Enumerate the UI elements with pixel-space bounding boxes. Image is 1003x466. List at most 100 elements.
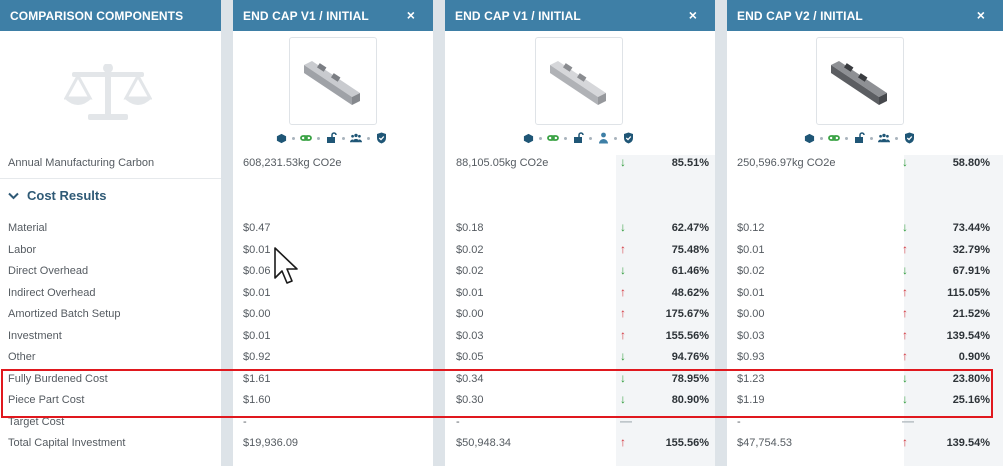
row-pct-2: 78.95%	[671, 373, 709, 385]
row-value-2: $0.02	[456, 265, 484, 277]
arrow-down-icon: ↓	[902, 392, 908, 406]
column-3-title: END CAP V2 / INITIAL	[737, 8, 863, 23]
row-value-2: $0.05	[456, 351, 484, 363]
close-column-2-button[interactable]: ×	[688, 7, 697, 23]
row-pct-3: 25.16%	[952, 394, 990, 406]
carbon-value-3: 250,596.97kg CO2e	[737, 157, 836, 169]
comparison-column-3: END CAP V2 / INITIAL ×	[727, 0, 1003, 466]
row-value-3: $47,754.53	[737, 437, 793, 449]
row-value-1: $0.06	[243, 265, 271, 277]
comparison-components-header: COMPARISON COMPONENTS	[0, 0, 221, 31]
row-value-3: $0.01	[737, 287, 765, 299]
column-1-header: END CAP V1 / INITIAL ×	[233, 0, 433, 31]
row-value-2: $0.00	[456, 308, 484, 320]
divider	[0, 178, 221, 179]
user-icon	[597, 132, 609, 144]
link-icon	[828, 132, 840, 144]
row-label: Fully Burdened Cost	[8, 373, 108, 385]
part-thumbnail[interactable]	[289, 37, 377, 125]
link-icon	[547, 132, 559, 144]
row-pct-3: 139.54%	[946, 330, 990, 342]
arrow-down-icon: ↓	[620, 220, 626, 234]
mouse-cursor-icon	[274, 247, 298, 284]
column-3-status-icons	[803, 132, 915, 144]
cube-icon	[522, 132, 534, 144]
column-3-diff-band	[904, 155, 1003, 466]
cube-icon	[803, 132, 815, 144]
arrow-up-icon: ↑	[620, 285, 626, 299]
row-value-3: $0.93	[737, 351, 765, 363]
arrow-down-icon: ↓	[620, 392, 626, 406]
row-value-1: $0.47	[243, 222, 271, 234]
unlock-icon	[325, 132, 337, 144]
part-thumbnail[interactable]	[816, 37, 904, 125]
close-column-1-button[interactable]: ×	[406, 7, 415, 23]
row-value-2: $0.18	[456, 222, 484, 234]
row-pct-2: 61.46%	[671, 265, 709, 277]
shield-check-icon	[375, 132, 387, 144]
arrow-up-icon: ↑	[620, 435, 626, 449]
row-pct-2: 94.76%	[671, 351, 709, 363]
row-value-1: $0.01	[243, 244, 271, 256]
arrow-down-icon: ↓	[902, 155, 908, 169]
end-cap-part-image	[304, 61, 360, 105]
row-value-2: -	[456, 416, 460, 428]
row-value-1: $0.00	[243, 308, 271, 320]
row-label: Amortized Batch Setup	[8, 308, 121, 320]
users-icon	[878, 132, 890, 144]
row-label: Target Cost	[8, 416, 65, 428]
row-value-1: -	[243, 416, 247, 428]
row-label: Direct Overhead	[8, 265, 89, 277]
column-2-status-icons	[522, 132, 634, 144]
unlock-icon	[853, 132, 865, 144]
row-label: Other	[8, 351, 36, 363]
arrow-none-icon: —	[620, 414, 632, 428]
row-pct-3: 139.54%	[946, 437, 990, 449]
arrow-down-icon: ↓	[620, 263, 626, 277]
row-label: Indirect Overhead	[8, 287, 96, 299]
carbon-value-2: 88,105.05kg CO2e	[456, 157, 549, 169]
row-value-3: $0.00	[737, 308, 765, 320]
column-2-title: END CAP V1 / INITIAL	[455, 8, 581, 23]
row-pct-2: 155.56%	[665, 437, 709, 449]
users-icon	[350, 132, 362, 144]
row-value-3: -	[737, 416, 741, 428]
comparison-components-column: COMPARISON COMPONENTS	[0, 0, 221, 466]
row-pct-2: 62.47%	[671, 222, 709, 234]
arrow-down-icon: ↓	[620, 155, 626, 169]
row-label: Investment	[8, 330, 62, 342]
row-value-1: $0.92	[243, 351, 271, 363]
column-1-status-icons	[275, 132, 387, 144]
row-value-3: $1.19	[737, 394, 765, 406]
row-label: Labor	[8, 244, 37, 256]
arrow-up-icon: ↑	[902, 242, 908, 256]
row-pct-3: 67.91%	[952, 265, 990, 277]
part-thumbnail[interactable]	[535, 37, 623, 125]
row-value-1: $1.61	[243, 373, 271, 385]
carbon-pct-2: 85.51%	[671, 157, 709, 169]
arrow-up-icon: ↑	[620, 306, 626, 320]
section-title: Cost Results	[27, 188, 107, 203]
row-value-3: $0.03	[737, 330, 765, 342]
row-value-1: $1.60	[243, 394, 271, 406]
row-pct-2: 155.56%	[665, 330, 709, 342]
link-icon	[300, 132, 312, 144]
arrow-up-icon: ↑	[902, 306, 908, 320]
row-pct-2: 175.67%	[665, 308, 709, 320]
row-value-2: $50,948.34	[456, 437, 512, 449]
comparison-column-2: END CAP V1 / INITIAL ×	[445, 0, 715, 466]
row-pct-2: 80.90%	[671, 394, 709, 406]
row-pct-3: 32.79%	[952, 244, 990, 256]
row-value-1: $19,936.09	[243, 437, 299, 449]
row-value-1: $0.01	[243, 287, 271, 299]
comparison-column-1: END CAP V1 / INITIAL ×	[233, 0, 433, 466]
close-column-3-button[interactable]: ×	[976, 7, 985, 23]
row-pct-2: 75.48%	[671, 244, 709, 256]
chevron-down-icon	[8, 188, 19, 203]
cost-results-section-toggle[interactable]: Cost Results	[8, 188, 106, 203]
arrow-down-icon: ↓	[620, 371, 626, 385]
arrow-up-icon: ↑	[620, 328, 626, 342]
row-value-3: $0.02	[737, 265, 765, 277]
cube-icon	[275, 132, 287, 144]
